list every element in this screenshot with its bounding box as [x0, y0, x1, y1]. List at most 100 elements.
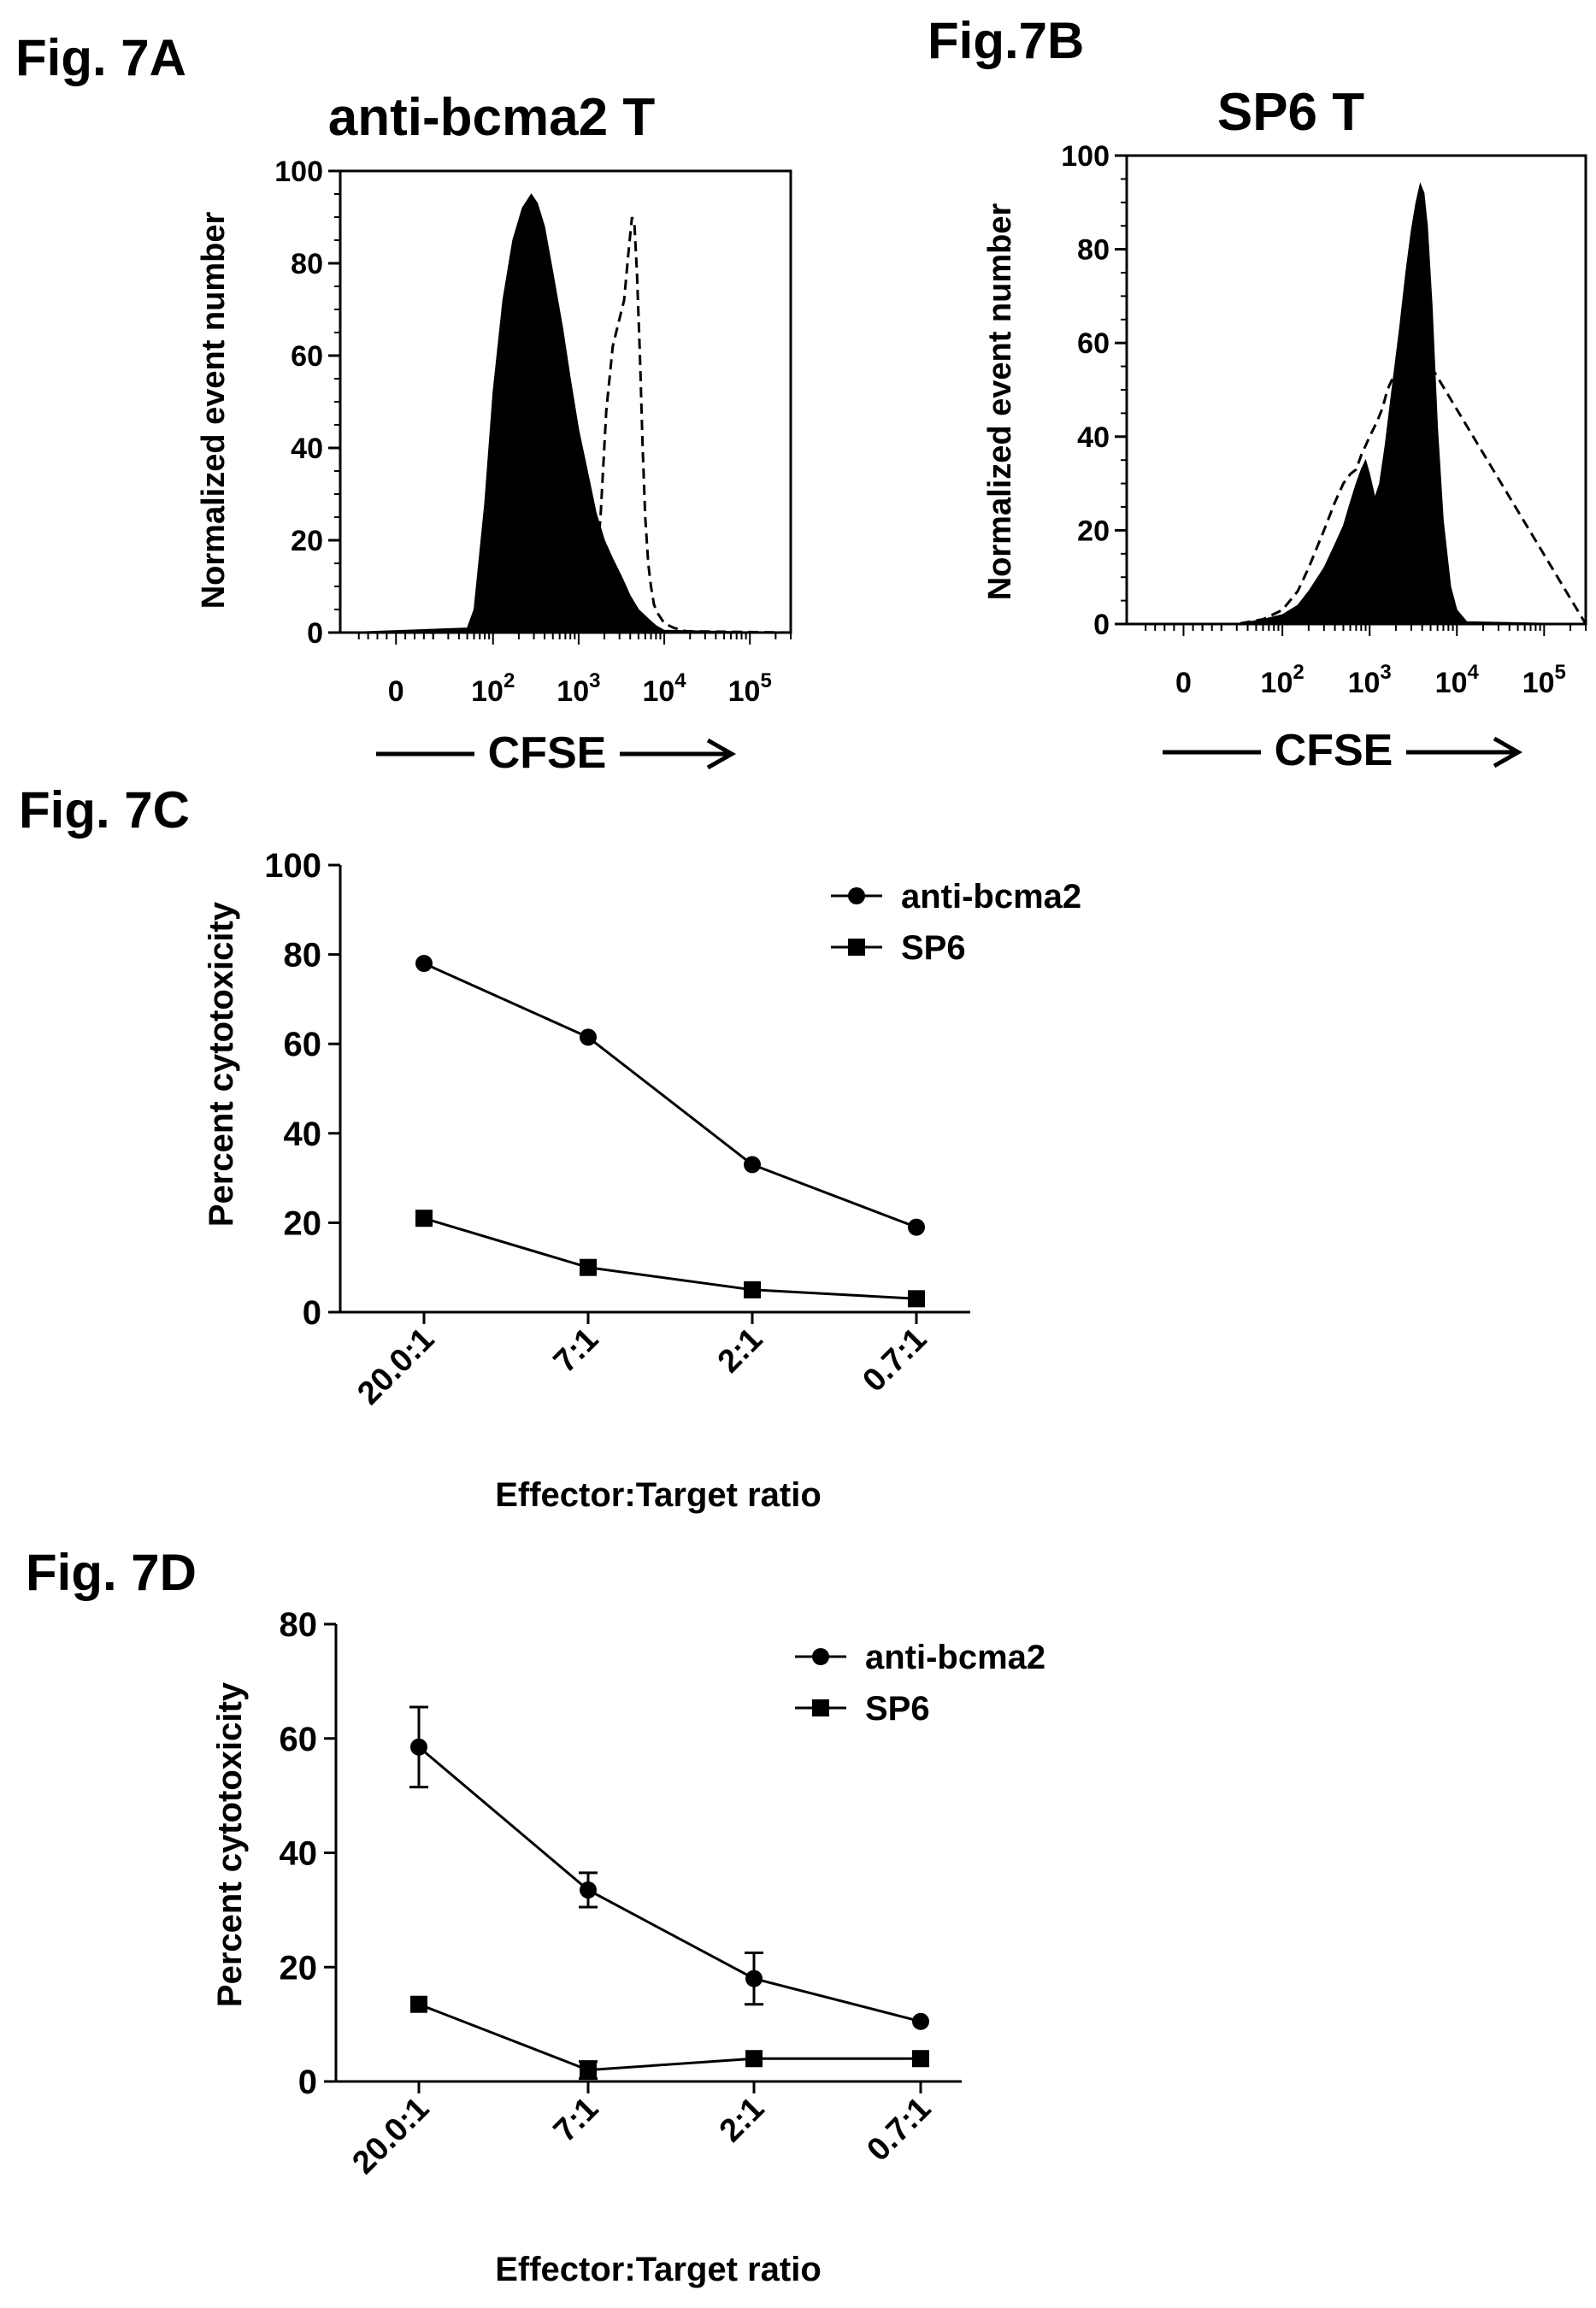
chart-7a-ytick-label: 100 — [274, 156, 323, 188]
chart-7b-ytick-label: 0 — [1093, 609, 1110, 641]
chart-7a-plot: 0 20 40 60 80 100 0 102 103 104 105 — [274, 156, 792, 708]
chart-7c-point — [744, 1281, 761, 1298]
chart-7a-xtick-label: 0 — [388, 675, 404, 708]
chart-7d-legend-marker — [812, 1699, 829, 1716]
chart-7a-ytick-label: 80 — [291, 248, 323, 280]
panel-label-7c: Fig. 7C — [19, 781, 190, 839]
chart-7b-xlabel-arrow — [1163, 736, 1523, 768]
chart-7d-point — [912, 2012, 929, 2030]
chart-7b: SP6 T Normalized event number 0 20 40 60 80 1… — [982, 83, 1587, 775]
chart-7d-xtick-label: 0.7:1 — [860, 2091, 938, 2169]
chart-7b-title: SP6 T — [1217, 83, 1364, 142]
chart-7d-ylabel: Percent cytotoxicity — [211, 1681, 249, 2007]
chart-7c-ytick-label: 60 — [284, 1026, 322, 1063]
chart-7a-title: anti-bcma2 T — [328, 88, 656, 147]
chart-7b-plot: 0 20 40 60 80 100 0 102 103 104 105 — [1061, 140, 1587, 699]
chart-7d-xtick-label: 20.0:1 — [345, 2091, 436, 2181]
chart-7d-xlabel: Effector:Target ratio — [495, 2251, 822, 2288]
chart-7c-ytick-label: 80 — [284, 937, 322, 974]
chart-7c-legend-label: SP6 — [901, 929, 966, 967]
chart-7c-ytick-label: 0 — [303, 1294, 321, 1332]
chart-7a-ytick-label: 0 — [307, 617, 323, 650]
chart-7c-xtick-label: 7:1 — [547, 1322, 606, 1381]
chart-7c-ytick-label: 40 — [284, 1116, 322, 1153]
chart-7b-xtick-label: 102 — [1261, 661, 1304, 699]
chart-7a-histogram-filled — [339, 193, 792, 633]
chart-7a-xtick-label: 105 — [728, 669, 772, 708]
chart-7c-xtick-label: 2:1 — [711, 1322, 770, 1381]
chart-7d-legend-label: anti-bcma2 — [865, 1639, 1045, 1676]
chart-7a-xtick-label: 104 — [642, 669, 686, 708]
chart-7b-xtick-label: 103 — [1348, 661, 1392, 699]
chart-7b-ytick-label: 40 — [1077, 421, 1110, 454]
chart-7a-ytick-label: 40 — [291, 433, 323, 465]
chart-7a-ytick-label: 60 — [291, 340, 323, 373]
chart-7d-point — [745, 2050, 763, 2068]
chart-7b-ytick-label: 60 — [1077, 327, 1110, 360]
chart-7b-xtick-label: 105 — [1522, 661, 1566, 699]
chart-7d-legend: anti-bcma2 SP6 — [795, 1639, 1045, 1728]
chart-7d-point — [580, 2061, 597, 2079]
chart-7b-histogram-dashed — [1127, 330, 1587, 626]
chart-7c-point — [415, 1210, 433, 1228]
chart-7a-xtick-label: 102 — [471, 669, 515, 708]
chart-7b-ytick-label: 20 — [1077, 515, 1110, 547]
chart-7d-legend-marker — [812, 1648, 829, 1665]
chart-7c-point — [908, 1218, 925, 1236]
chart-7c: Percent cytotoxicity 0 20 40 60 80 100 20.0:1 7… — [203, 847, 1081, 1514]
chart-7c-ytick-label: 20 — [284, 1204, 322, 1242]
chart-7d-xtick-label: 7:1 — [547, 2091, 606, 2150]
chart-7d-point — [410, 1738, 427, 1756]
chart-7c-xtick-label: 20.0:1 — [350, 1322, 441, 1412]
chart-7a-histogram-dashed — [340, 216, 792, 634]
chart-7a-xlabel-arrow — [376, 738, 737, 770]
chart-7c-legend-marker — [848, 887, 865, 904]
chart-7d-point — [410, 1995, 427, 2013]
chart-7d-point — [745, 1969, 763, 1987]
chart-7d-ytick-label: 20 — [280, 1949, 318, 1987]
chart-7d-series-line — [418, 2003, 921, 2072]
chart-7d-series-line — [418, 1746, 922, 2023]
chart-7c-xtick-label: 0.7:1 — [856, 1322, 933, 1399]
chart-7c-series-line — [423, 1216, 917, 1300]
chart-7c-point — [415, 955, 433, 973]
chart-7d-ytick-label: 0 — [298, 2064, 317, 2101]
chart-7b-ylabel: Normalized event number — [982, 203, 1018, 601]
panel-label-7b: Fig.7B — [928, 12, 1084, 69]
chart-7d-ytick-label: 40 — [280, 1835, 318, 1873]
chart-7b-ytick-label: 100 — [1061, 140, 1110, 173]
chart-7d-xtick-label: 2:1 — [713, 2091, 772, 2150]
chart-7c-xlabel: Effector:Target ratio — [495, 1476, 822, 1514]
chart-7c-legend-label: anti-bcma2 — [901, 878, 1081, 916]
chart-7b-xtick-label: 104 — [1435, 661, 1480, 699]
chart-7c-point — [580, 1028, 597, 1046]
chart-7d-legend-label: SP6 — [865, 1690, 930, 1728]
chart-7c-ylabel: Percent cytotoxicity — [203, 901, 240, 1227]
chart-7c-point — [908, 1290, 925, 1308]
chart-7c-point — [744, 1156, 761, 1174]
chart-7d-point — [912, 2050, 929, 2068]
chart-7c-point — [580, 1258, 597, 1276]
chart-7c-series-line — [423, 962, 917, 1229]
chart-7d-plot: 0 20 40 60 80 20.0:1 7:1 2:1 0.7:1 — [280, 1606, 962, 2181]
chart-7a-xlabel: CFSE — [488, 728, 607, 778]
chart-7c-legend: anti-bcma2 SP6 — [831, 878, 1081, 967]
chart-7b-xlabel: CFSE — [1275, 726, 1393, 775]
chart-7c-ytick-label: 100 — [264, 847, 321, 885]
chart-7b-xtick-label: 0 — [1175, 667, 1192, 699]
chart-7d: Percent cytotoxicity 0 20 40 60 80 20.0:1 7:1 2… — [211, 1606, 1045, 2288]
chart-7b-ytick-label: 80 — [1077, 234, 1110, 267]
chart-7d-ytick-label: 80 — [280, 1606, 318, 1644]
chart-7d-point — [580, 1881, 597, 1899]
chart-7a-xtick-label: 103 — [557, 669, 600, 708]
panel-label-7a: Fig. 7A — [15, 29, 186, 86]
chart-7a-ylabel: Normalized event number — [196, 212, 232, 609]
chart-7d-ytick-label: 60 — [280, 1721, 318, 1758]
panel-label-7d: Fig. 7D — [26, 1544, 197, 1601]
chart-7a: anti-bcma2 T Normalized event number 0 20… — [196, 88, 792, 778]
chart-7c-plot: 0 20 40 60 80 100 20.0:1 7:1 2:1 0.7:1 — [264, 847, 970, 1412]
chart-7a-ytick-label: 20 — [291, 525, 323, 557]
chart-7c-legend-marker — [848, 939, 865, 956]
chart-7b-histogram-filled — [1127, 182, 1587, 625]
